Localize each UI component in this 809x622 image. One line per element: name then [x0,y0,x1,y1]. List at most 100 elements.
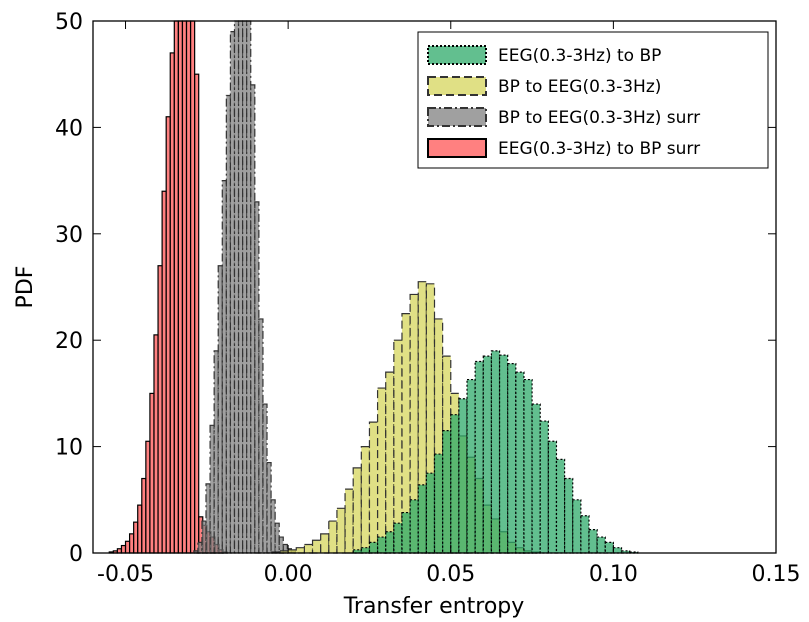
ticks-layer: -0.05 0.00 0.05 0.10 0.15 0 10 20 30 40 50 [55,10,800,587]
series-1 [193,20,297,554]
bar [237,20,244,554]
bar [393,339,403,554]
bar [563,477,574,554]
bar [531,403,541,554]
x-axis-title: Transfer entropy [343,594,525,619]
bar [209,424,215,554]
y-tick-label: 50 [55,10,83,35]
bar [572,499,582,554]
bar [157,265,163,554]
bar [368,541,379,554]
bar [124,540,131,554]
bar [169,52,175,554]
bar [474,360,484,554]
bar [336,507,346,554]
bar [320,533,330,554]
bar [197,541,203,554]
bar [303,543,314,554]
bar [555,458,566,554]
bar [229,31,236,554]
bar [393,522,403,554]
y-tick-label: 20 [55,329,83,354]
bar [360,446,371,554]
bar [181,20,188,554]
legend-swatch [427,76,487,96]
y-tick-label: 0 [69,542,83,567]
y-axis-title: PDF [13,266,38,309]
bar [385,531,395,554]
bar [490,350,501,554]
bar [258,318,264,554]
bar [458,398,468,554]
bar [604,541,614,554]
bar [246,20,252,554]
y-tick-label: 30 [55,223,83,248]
bar [523,378,533,554]
bar [133,521,139,554]
bar [442,430,452,554]
legend-label: EEG(0.3-3Hz) to BP [498,46,661,66]
bar [385,371,395,554]
bar [153,334,159,554]
bar [344,488,354,554]
bar [161,190,167,554]
bar [580,515,590,554]
bar [376,387,387,554]
series-0 [108,20,228,554]
bar [225,94,232,554]
bar [205,483,211,554]
bar [165,116,171,554]
bar [433,453,444,554]
bar [250,84,256,554]
bar [120,544,127,554]
legend: EEG(0.3-3Hz) to BP BP to EEG(0.3-3Hz) BP t… [417,31,769,169]
x-tick-label: 0.15 [752,562,801,587]
bar [189,20,196,554]
bar [507,363,517,554]
plot-frame [92,20,777,554]
bar [401,511,411,554]
bar [295,547,306,554]
bar [201,520,207,554]
bar [409,499,419,554]
x-tick-label: 0.10 [589,562,638,587]
bar [194,73,200,554]
legend-label: EEG(0.3-3Hz) to BP surr [498,139,700,159]
bar [145,440,151,554]
bar [450,414,460,554]
bar [498,354,509,554]
y-tick-label: 40 [55,116,83,141]
bar [539,420,549,554]
bar [266,461,272,554]
bar [360,547,371,554]
bar [311,539,322,554]
bar [270,499,276,554]
bar [368,421,379,554]
bar [213,350,219,554]
bar [515,371,525,554]
bar [242,20,248,554]
legend-swatch [427,107,487,127]
legend-label: BP to EEG(0.3-3Hz) [498,77,661,97]
x-tick-label: -0.05 [97,562,154,587]
bar [612,547,623,554]
bar [141,477,147,554]
bars-layer [108,20,639,554]
bar [282,543,288,554]
bar [262,403,268,554]
bar [137,504,143,554]
bar [376,536,387,554]
bar [274,522,280,554]
legend-label: BP to EEG(0.3-3Hz) surr [498,108,700,128]
bar [217,265,223,554]
bar [588,528,598,554]
bar [596,536,606,554]
bar [177,20,184,554]
bar [254,201,260,554]
x-tick-label: 0.00 [264,562,313,587]
bar [149,392,155,554]
bar [328,520,338,554]
bar [482,355,493,554]
bar [352,467,362,554]
